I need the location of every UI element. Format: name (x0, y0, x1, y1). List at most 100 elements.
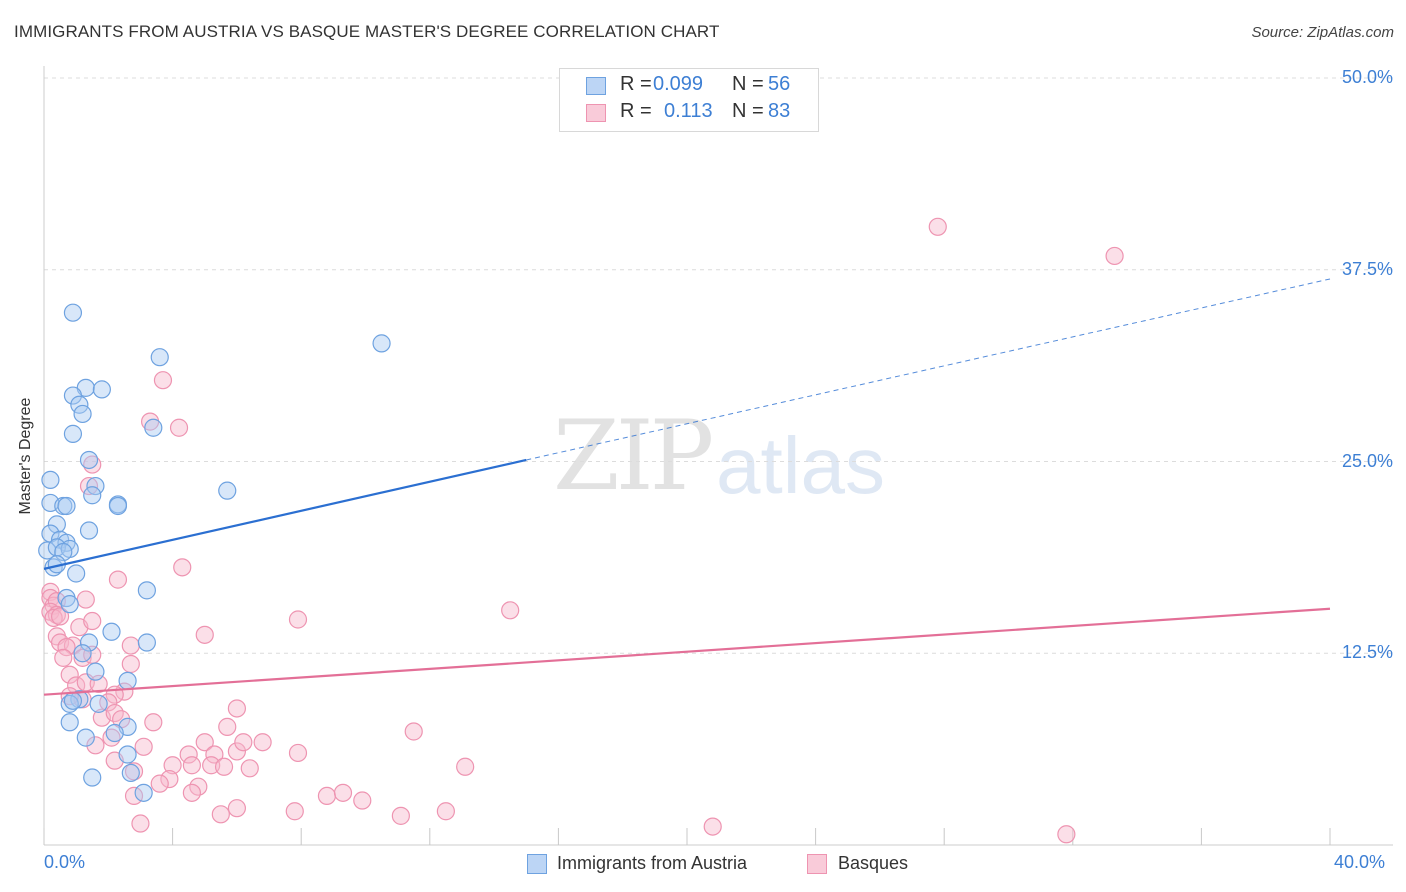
legend-basque-swatch (807, 854, 827, 874)
basque-point (169, 418, 189, 437)
basque-point (44, 608, 63, 628)
austria-point (60, 694, 79, 713)
basque-point (150, 774, 169, 793)
legend-austria-swatch (527, 854, 547, 874)
basque-point (195, 733, 214, 752)
basque-point (456, 757, 475, 776)
basque-point (182, 783, 201, 802)
austria-point (60, 713, 79, 732)
austria-point (144, 418, 163, 437)
basque-point (285, 802, 304, 821)
basque-point (404, 722, 423, 741)
basque-point (182, 756, 201, 775)
austria-point (47, 515, 66, 534)
stats-legend: R = 0.099 N = 56 R = 0.113 N = 83 (559, 68, 819, 132)
austria-point (83, 486, 102, 505)
austria-r-label: R = (620, 73, 652, 95)
austria-point (79, 633, 99, 652)
basque-point (173, 558, 192, 577)
basque-point (227, 742, 246, 761)
austria-point (137, 581, 156, 600)
basque-point (353, 791, 372, 810)
basque-r-label: R = (620, 100, 652, 122)
basque-point (227, 799, 246, 818)
basque-point (108, 570, 128, 589)
austria-point (67, 564, 86, 583)
basque-point (76, 590, 95, 609)
austria-point (70, 690, 89, 709)
y-tick-label-12-5: 12.5% (1341, 642, 1393, 663)
basque-point (50, 607, 70, 626)
basque-point (60, 665, 79, 684)
basque-point (288, 743, 308, 763)
austria-point (118, 671, 137, 690)
basque-point (253, 733, 272, 752)
basque-r-value: 0.113 (664, 100, 713, 122)
austria-trend-extension (526, 278, 1331, 461)
austria-point (150, 348, 169, 367)
basque-point (86, 736, 105, 755)
austria-point (118, 745, 137, 764)
axes (43, 66, 1393, 846)
basque-point (57, 638, 76, 657)
basque-n-value: 83 (768, 100, 791, 122)
austria-point (372, 334, 391, 353)
y-tick-label-25: 25.0% (1341, 450, 1393, 471)
austria-points (38, 303, 391, 802)
basque-points (41, 217, 1124, 844)
x-tick-label-min: 0.0% (44, 852, 86, 872)
basque-point (83, 611, 102, 631)
austria-point (63, 386, 83, 405)
basque-n-label: N = (732, 100, 764, 122)
austria-point (63, 303, 83, 322)
chart-title: IMMIGRANTS FROM AUSTRIA VS BASQUE MASTER… (14, 22, 720, 41)
austria-trend-line (43, 458, 527, 570)
basque-point (121, 636, 140, 655)
watermark-zip: ZIP (553, 400, 714, 512)
basque-point (234, 733, 253, 752)
austria-point (92, 380, 111, 399)
grid-lines (44, 77, 1393, 654)
austria-n-label: N = (732, 73, 764, 95)
austria-point (41, 470, 60, 490)
y-tick-label-37-5: 37.5% (1341, 258, 1393, 279)
basque-point (240, 759, 259, 778)
basque-point (195, 625, 214, 644)
basque-trend-line (43, 607, 1331, 696)
basque-point (333, 783, 353, 802)
basque-point (211, 805, 230, 824)
basque-point (214, 757, 234, 776)
basque-point (1057, 825, 1076, 844)
basque-point (227, 699, 246, 718)
austria-point (218, 481, 237, 500)
basque-point (131, 814, 150, 833)
chart-source: Source: ZipAtlas.com (1251, 24, 1394, 41)
austria-point (63, 691, 83, 710)
austria-point (89, 694, 108, 713)
austria-point (76, 728, 95, 747)
basque-point (501, 601, 520, 620)
x-tick-label-max: 40.0% (1334, 852, 1386, 872)
basque-point (436, 802, 455, 821)
austria-point (102, 622, 121, 641)
basque-point (134, 737, 153, 756)
trend-lines (43, 278, 1331, 696)
basque-point (179, 745, 198, 764)
watermark-atlas: atlas (716, 421, 885, 510)
basque-point (288, 610, 308, 629)
basque-point (163, 756, 182, 775)
austria-swatch (586, 77, 606, 95)
austria-point (121, 763, 140, 783)
austria-point (79, 450, 99, 470)
basque-point (928, 217, 947, 236)
basque-point (153, 371, 173, 390)
legend-austria-label: Immigrants from Austria (557, 853, 748, 873)
austria-point (60, 595, 79, 614)
y-tick-label-50: 50.0% (1341, 67, 1393, 87)
austria-r-value: 0.099 (653, 73, 704, 95)
basque-point (317, 786, 337, 806)
basque-point (205, 745, 224, 764)
austria-point (79, 521, 99, 540)
austria-n-value: 56 (768, 73, 791, 95)
